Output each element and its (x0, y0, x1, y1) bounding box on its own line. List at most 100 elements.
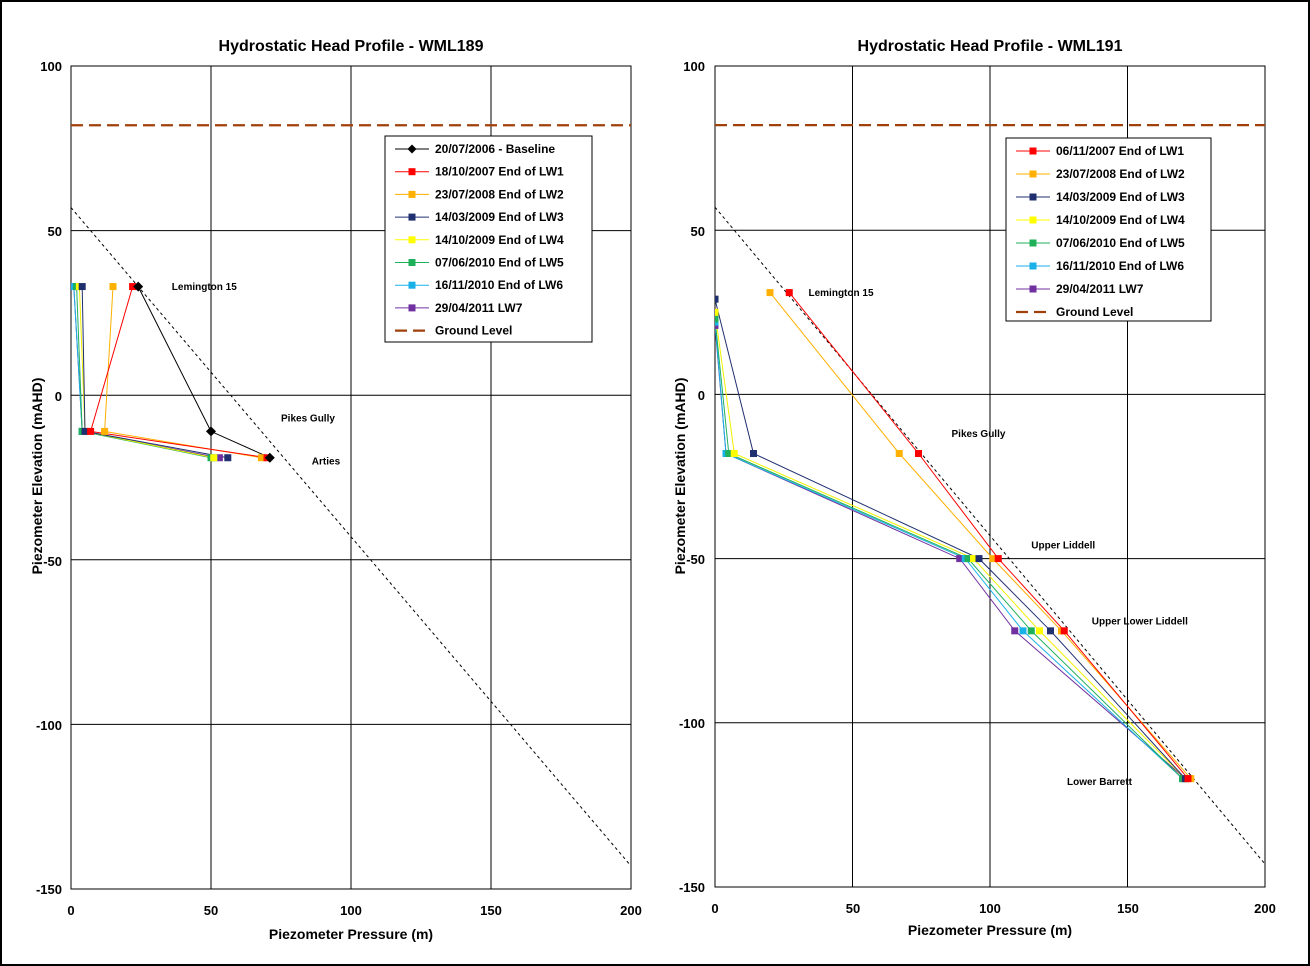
y-tick-label: -50 (686, 552, 705, 567)
legend-box (1005, 137, 1212, 322)
legend-entry-label: 14/10/2009 End of LW4 (1056, 213, 1185, 227)
legend-entry-label: 23/07/2008 End of LW2 (435, 187, 564, 201)
data-point (1011, 627, 1019, 635)
data-point (715, 315, 719, 323)
data-point (915, 450, 922, 458)
legend-entry-label: 16/11/2010 End of LW6 (435, 278, 563, 292)
annotation-label: Lower Barrett (1067, 777, 1133, 788)
legend-marker (408, 236, 416, 244)
annotation-label: Arties (312, 456, 341, 467)
annotation-label: Pikes Gully (952, 429, 1006, 440)
y-tick-label: 50 (691, 224, 705, 239)
legend-entry-label: 14/03/2009 End of LW3 (1056, 190, 1185, 204)
data-point (78, 283, 86, 291)
x-tick-label: 50 (846, 901, 860, 916)
y-tick-label: -100 (679, 716, 705, 731)
data-point (785, 289, 793, 297)
data-point (989, 555, 997, 563)
legend-marker (1029, 216, 1037, 224)
legend-marker (408, 281, 416, 289)
data-point (133, 281, 144, 292)
data-point (129, 283, 137, 291)
hydrostatic-guide-line (715, 206, 1265, 865)
annotation-label: Upper Lower Liddell (1092, 616, 1188, 627)
y-axis-label: Piezometer Elevation (mAHD) (29, 378, 45, 575)
x-tick-labels: 0 50 100 150 200 (711, 901, 1275, 916)
x-tick-label: 50 (204, 903, 218, 918)
chart-title: Hydrostatic Head Profile - WML189 (219, 38, 484, 55)
y-tick-label: 100 (683, 59, 705, 74)
annotation-label: Lemington 15 (172, 282, 237, 293)
data-point (215, 454, 223, 462)
y-axis-label: Piezometer Elevation (mAHD) (672, 378, 688, 575)
series-group (71, 124, 631, 867)
hydrostatic-guide-line (71, 207, 631, 867)
data-point (725, 450, 733, 458)
data-point (956, 555, 964, 563)
data-point (730, 450, 738, 458)
x-tick-label: 0 (67, 903, 74, 918)
legend-marker (408, 213, 416, 221)
data-point (715, 295, 719, 303)
legend: 06/11/2007 End of LW1 23/07/2008 End of L… (1005, 137, 1212, 322)
x-tick-label: 100 (979, 901, 1001, 916)
x-tick-label: 150 (1117, 901, 1139, 916)
data-point (101, 427, 109, 435)
legend-marker (407, 144, 417, 154)
annotation-label: Upper Liddell (1031, 541, 1095, 552)
annotation-label: Pikes Gully (281, 414, 335, 425)
data-point (257, 454, 265, 462)
y-tick-label: 100 (40, 59, 62, 74)
y-tick-label: 0 (55, 389, 62, 404)
annotations: Lemington 15 Pikes Gully Arties (172, 282, 341, 467)
legend-entry-label: 29/04/2011 LW7 (435, 301, 523, 315)
legend-marker (1029, 239, 1037, 247)
legend-marker (1029, 193, 1037, 201)
data-point (224, 454, 232, 462)
legend-marker (1029, 170, 1037, 178)
legend-entry-label: 23/07/2008 End of LW2 (1056, 167, 1185, 181)
x-axis-label: Piezometer Pressure (m) (269, 926, 433, 942)
x-tick-label: 150 (480, 903, 502, 918)
y-tick-label: -50 (43, 554, 62, 569)
x-axis-label: Piezometer Pressure (m) (908, 922, 1072, 938)
data-point (109, 283, 117, 291)
legend-entry-label: 16/11/2010 End of LW6 (1056, 259, 1184, 273)
legend-marker (1029, 262, 1037, 270)
data-point (1019, 627, 1027, 635)
legend: 20/07/2006 - Baseline 18/10/2007 End of L… (384, 135, 593, 343)
y-tick-label: 50 (48, 224, 62, 239)
y-tick-labels: 100 50 0 -50 -100 -150 (36, 59, 62, 897)
y-tick-label: 0 (698, 388, 705, 403)
legend-entry-label: 18/10/2007 End of LW1 (435, 165, 564, 179)
data-point (1184, 775, 1192, 783)
x-tick-labels: 0 50 100 150 200 (67, 903, 641, 918)
y-tick-label: -150 (36, 882, 62, 897)
chart-wml191: Hydrostatic Head Profile - WML191 Piezom… (672, 38, 1276, 938)
legend-entry-label: 20/07/2006 - Baseline (435, 142, 555, 156)
legend-entry-label: Ground Level (1056, 305, 1133, 319)
y-tick-labels: 100 50 0 -50 -100 -150 (679, 59, 705, 895)
data-point (1027, 627, 1035, 635)
legend-entry-label: 06/11/2007 End of LW1 (1056, 144, 1184, 158)
annotation-label: Lemington 15 (809, 288, 874, 299)
legend-entry-label: 07/06/2010 End of LW5 (1056, 236, 1185, 250)
chart-title: Hydrostatic Head Profile - WML191 (858, 38, 1123, 55)
legend-entry-label: 14/10/2009 End of LW4 (435, 233, 564, 247)
legend-marker (408, 259, 416, 266)
data-point (1036, 627, 1043, 635)
legend-marker (1029, 285, 1037, 293)
data-point (994, 555, 1002, 563)
legend-marker (408, 190, 416, 198)
y-tick-label: -150 (679, 880, 705, 895)
legend-entry-label: 14/03/2009 End of LW3 (435, 210, 564, 224)
x-tick-label: 100 (340, 903, 362, 918)
data-point (975, 555, 983, 563)
legend-marker (1029, 147, 1037, 155)
legend-marker (408, 168, 416, 176)
data-point (766, 289, 774, 297)
x-tick-label: 200 (620, 903, 642, 918)
legend-entry-label: Ground Level (435, 324, 512, 338)
